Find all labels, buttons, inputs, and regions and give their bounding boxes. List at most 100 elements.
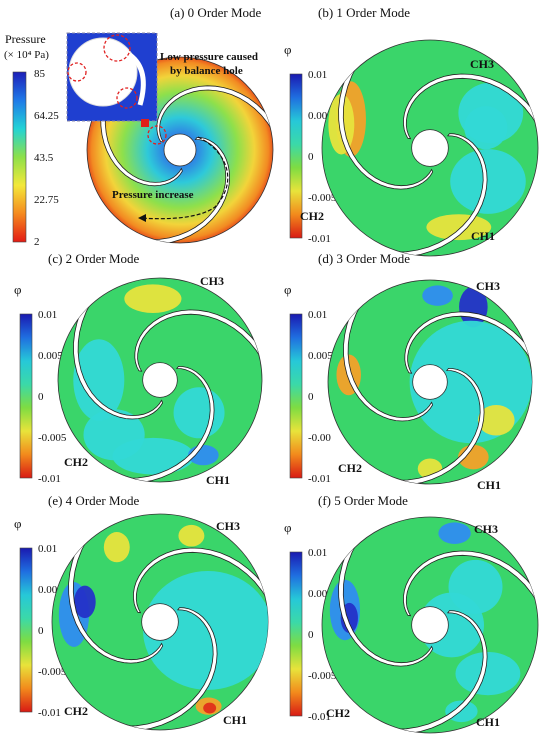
colorbar-tick: 0 [38,391,44,403]
red-marker-icon [141,119,149,127]
colorbar-tick: 0 [308,151,314,163]
mode-contour [51,513,269,731]
colorbar-tick: -0.01 [308,233,331,245]
channel-label-ch2: CH2 [326,706,350,720]
mode-contour [321,516,539,734]
colorbar-tick: 0 [38,625,44,637]
colorbar-tick: 0 [308,629,314,641]
colorbar-label: φ [14,516,22,531]
dashed-circle-icon [147,125,167,145]
annotation-low-pressure: Low pressure caused [160,51,258,63]
channel-label-ch2: CH2 [338,461,362,475]
hub [412,364,448,400]
panel-title: (e) 4 Order Mode [48,493,140,508]
hub [411,606,449,644]
colorbar-tick: 22.75 [34,194,59,206]
contour-patch [83,409,145,461]
colorbar-tick: 0 [308,391,314,403]
arrow-icon [139,136,229,220]
colorbar-tick: 0.01 [308,69,327,81]
channel-label-ch3: CH3 [474,522,498,536]
colorbar-tick: -0.005 [308,192,337,204]
colorbar-tick: 0.01 [38,543,57,555]
contour-patch [426,214,492,241]
colorbar-tick: -0.005 [308,670,337,682]
colorbar-tick: 43.5 [34,152,54,164]
inset-zoom [66,32,158,122]
colorbar-tick: -0.005 [38,432,67,444]
colorbar-label: Pressure [5,32,46,46]
arrow-icon [138,214,146,222]
colorbar-tick: 0.005 [308,350,333,362]
contour-patch [438,522,471,544]
channel-label-ch1: CH1 [477,478,501,492]
contour-patch [422,285,453,306]
contour-patch [203,702,217,714]
channel-label-ch1: CH1 [476,715,500,729]
phi-colorbar [289,73,303,239]
panel-a: (a) 0 Order Mode Pressure (× 10⁴ Pa) 85 … [4,5,274,248]
channel-label-ch2: CH2 [300,209,324,223]
colorbar-label: φ [284,282,292,297]
channel-label-ch3: CH3 [200,274,224,288]
phi-colorbar [289,551,303,717]
contour-patch [455,651,521,696]
mode-contour [321,39,539,257]
impeller-blade [134,309,262,372]
colorbar-tick: -0.01 [308,473,331,485]
colorbar-label: φ [284,520,292,535]
impeller-blade [156,85,273,143]
channel-label-ch1: CH1 [223,713,247,727]
contour-patch [73,339,125,421]
dashed-circle-icon [103,34,131,62]
mode-contour [327,279,533,485]
hub [142,362,178,398]
impeller-blade [133,547,268,614]
annotation-low-pressure-line2: by balance hole [170,65,243,77]
channel-label-ch2: CH2 [64,455,88,469]
colorbar-label: φ [284,42,292,57]
impeller-blade [403,550,538,617]
impeller-blade [123,607,218,730]
impeller-blade [393,133,488,256]
colorbar-tick: 64.25 [34,110,59,122]
contour-patch [103,532,130,563]
channel-label-ch3: CH3 [216,519,240,533]
mode-contour [57,277,263,483]
colorbar-label: φ [14,282,22,297]
phi-colorbar [19,313,33,479]
colorbar-tick: -0.01 [38,473,61,485]
annotation-pressure-increase: Pressure increase [112,189,194,201]
colorbar-unit: (× 10⁴ Pa) [4,49,49,61]
colorbar-tick: 85 [34,68,46,80]
channel-label-ch3: CH3 [476,279,500,293]
hub [411,129,449,167]
contour-patch [74,585,96,619]
contour-patch [477,404,515,436]
panel-title: (d) 3 Order Mode [318,251,410,266]
hub [141,603,179,641]
colorbar-tick: -0.00 [308,432,331,444]
colorbar-tick: -0.005 [38,666,67,678]
contour-patch [464,106,508,150]
contour-patch [173,387,225,439]
hub [163,133,197,167]
impeller-blade [395,367,485,484]
colorbar-tick: 0.01 [308,309,327,321]
impeller-blade [403,73,538,140]
colorbar-tick: 0.01 [308,547,327,559]
dashed-circle-icon [67,62,87,82]
contour-patch [450,149,526,214]
channel-label-ch3: CH3 [470,57,494,71]
colorbar-tick: -0.01 [38,707,61,719]
panel-title: (a) 0 Order Mode [170,5,262,20]
contour-patch [178,524,205,547]
contour-patch [124,284,182,313]
impeller-blade [393,610,488,733]
colorbar-tick: -0.01 [308,711,331,723]
